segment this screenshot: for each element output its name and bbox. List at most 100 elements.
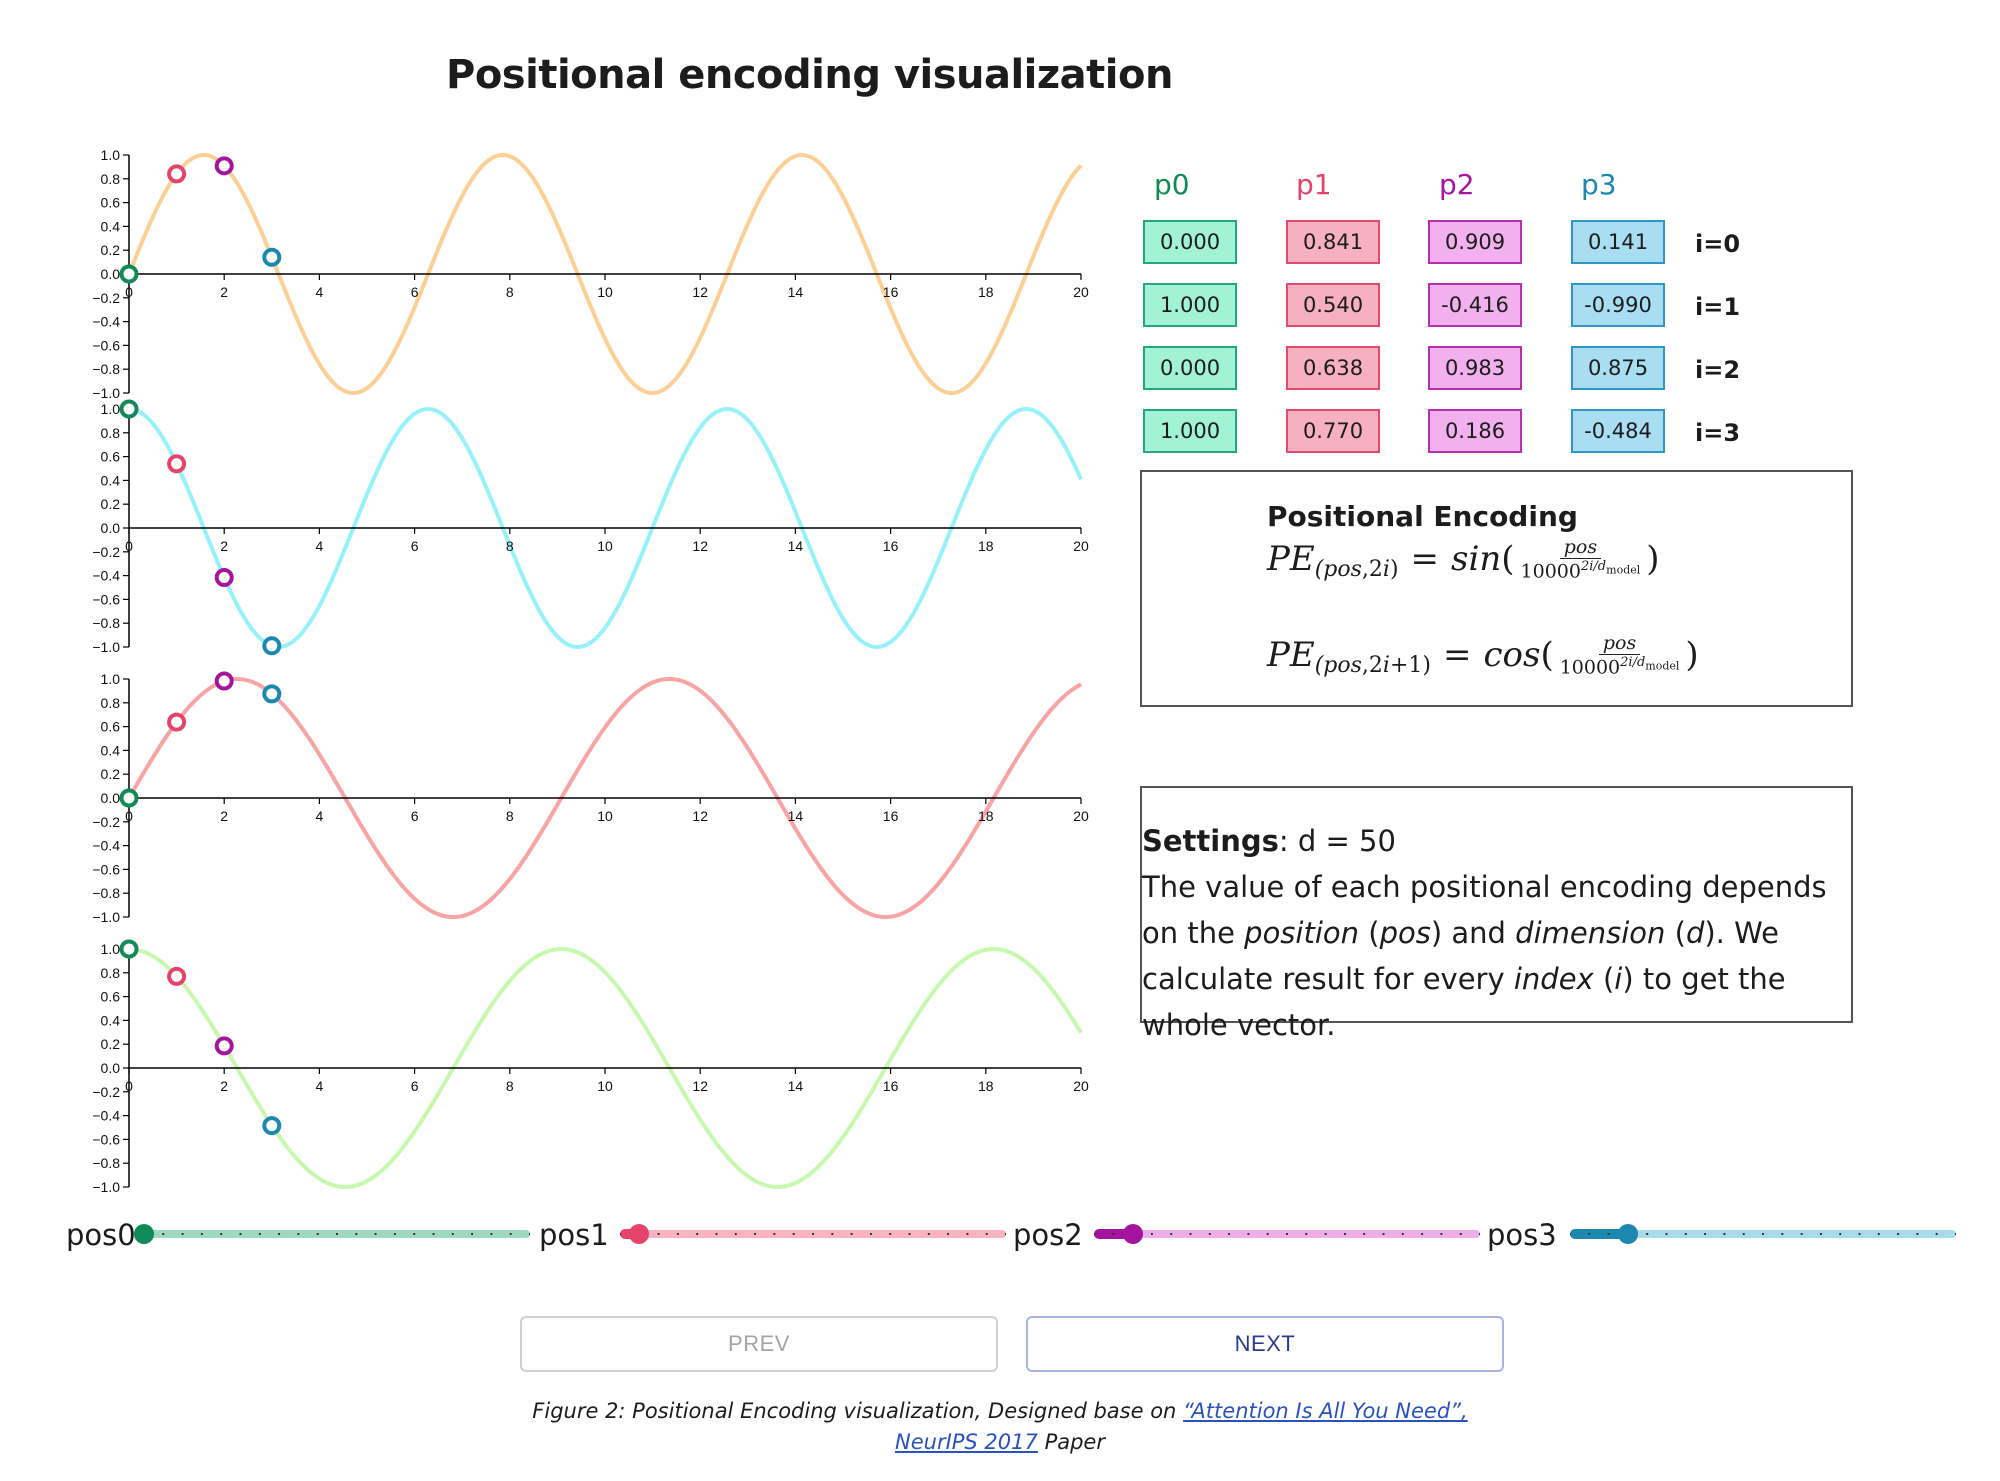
slider-step-mark [1286, 1233, 1288, 1235]
slider-step-mark [1955, 1233, 1956, 1235]
y-tick-label: 0.8 [101, 171, 121, 187]
slider-step-mark [734, 1233, 737, 1235]
table-cell: 0.186 [1428, 409, 1522, 453]
slider-thumb[interactable] [1122, 1224, 1143, 1244]
table-cell: -0.990 [1571, 283, 1665, 327]
y-tick-label: 1.0 [101, 671, 121, 687]
slider-step-mark [1150, 1233, 1153, 1235]
x-tick-label: 20 [1073, 538, 1089, 554]
prev-button[interactable]: PREV [520, 1316, 998, 1372]
slider-step-mark [1742, 1233, 1745, 1235]
y-tick-label: 0.2 [101, 766, 121, 782]
next-button[interactable]: NEXT [1026, 1316, 1504, 1372]
slider-thumb[interactable] [629, 1224, 650, 1244]
x-tick-label: 4 [316, 538, 324, 554]
table-cell: 0.540 [1286, 283, 1380, 327]
pos1-slider[interactable] [620, 1224, 1006, 1244]
y-tick-label: −0.2 [92, 1084, 120, 1100]
slider-label-pos0: pos0 [66, 1218, 136, 1252]
formula-subscript: model [1645, 659, 1680, 673]
table-cell: 0.770 [1286, 409, 1380, 453]
slider-step-mark [1382, 1233, 1385, 1235]
position-marker [214, 671, 234, 691]
slider-thumb[interactable] [1617, 1224, 1638, 1244]
formula-numerator: pos [1559, 536, 1602, 559]
settings-text: Settings: d = 50 The value of each posit… [1142, 824, 1827, 1042]
settings-d-value: d = 50 [1297, 824, 1396, 858]
slider-step-mark [1421, 1233, 1424, 1235]
slider-step-mark [1305, 1233, 1308, 1235]
x-tick-label: 10 [597, 808, 613, 824]
y-tick-label: −0.2 [92, 290, 120, 306]
slider-step-mark [1459, 1233, 1462, 1235]
y-tick-label: −0.6 [92, 1131, 120, 1147]
x-tick-label: 12 [692, 808, 708, 824]
x-tick-label: 10 [597, 538, 613, 554]
page-title: Positional encoding visualization [446, 52, 1173, 98]
y-tick-label: 0.0 [101, 790, 121, 806]
slider-step-mark [985, 1233, 988, 1235]
slider-step-mark [1877, 1233, 1880, 1235]
slider-step-mark [869, 1233, 872, 1235]
y-tick-label: −0.6 [92, 337, 120, 353]
y-tick-label: 0.0 [101, 266, 121, 282]
table-cell: 1.000 [1143, 283, 1237, 327]
slider-step-mark [754, 1233, 757, 1235]
slider-thumb[interactable] [134, 1224, 154, 1244]
y-tick-label: 0.4 [101, 472, 121, 488]
slider-step-mark [1897, 1233, 1900, 1235]
y-tick-label: −1.0 [92, 909, 120, 925]
slider-step-mark [1005, 1233, 1006, 1235]
slider-step-mark [1800, 1233, 1803, 1235]
slider-step-mark [1401, 1233, 1404, 1235]
row-label-i2: i=2 [1695, 356, 1741, 384]
slider-step-mark [1781, 1233, 1784, 1235]
position-marker [214, 568, 234, 588]
formula-sin: PE (pos,2i) = sin( pos 100002i/dmodel) [1267, 536, 1660, 583]
x-tick-label: 10 [597, 284, 613, 300]
y-tick-label: −1.0 [92, 639, 120, 655]
table-cell: 0.141 [1571, 220, 1665, 264]
table-cell: 0.841 [1286, 220, 1380, 264]
pos0-slider[interactable] [134, 1224, 530, 1244]
table-cell: -0.416 [1428, 283, 1522, 327]
x-tick-label: 6 [411, 808, 419, 824]
y-tick-label: −0.4 [92, 1108, 120, 1124]
formula-subscript: model [1606, 563, 1641, 577]
positional-encoding-charts: 1.0 0.8 0.6 0.4 0.2 0.0 −0.2 −0.4 −0.6 −0.8 −1.0 0 2… [92, 147, 1089, 1195]
slider-step-mark [1324, 1233, 1327, 1235]
position-marker [214, 156, 234, 176]
table-cell: 0.875 [1571, 346, 1665, 390]
slider-step-mark [676, 1233, 679, 1235]
row-label-i0: i=0 [1695, 230, 1741, 258]
slider-step-mark [1916, 1233, 1919, 1235]
settings-box: Settings: d = 50 The value of each posit… [1140, 786, 1853, 1042]
x-tick-label: 14 [788, 808, 804, 824]
x-tick-label: 14 [788, 538, 804, 554]
position-marker [167, 966, 187, 986]
position-marker [119, 399, 139, 419]
pos2-slider[interactable] [1094, 1224, 1480, 1244]
x-tick-label: 18 [978, 284, 994, 300]
y-tick-label: 0.2 [101, 242, 121, 258]
slider-step-mark [1228, 1233, 1231, 1235]
y-tick-label: 0.8 [101, 965, 121, 981]
formula-exponent: 2i/d [1620, 655, 1646, 670]
x-tick-label: 18 [978, 1078, 994, 1094]
slider-step-mark [812, 1233, 814, 1235]
series-line [127, 676, 1082, 920]
formula-exponent: 2i/d [1581, 559, 1607, 574]
x-tick-label: 14 [788, 284, 804, 300]
y-tick-label: −0.2 [92, 814, 120, 830]
x-tick-label: 0 [125, 808, 133, 824]
formula-denominator-base: 10000 [1559, 656, 1621, 679]
slider-step-mark [1479, 1233, 1480, 1235]
slider-step-mark [181, 1233, 184, 1235]
pos3-slider[interactable] [1570, 1224, 1956, 1244]
slider-step-mark [451, 1233, 454, 1235]
slider-step-mark [1208, 1233, 1211, 1235]
paper-link[interactable]: “Attention Is All You Need”, NeurIPS 201… [895, 1399, 1468, 1454]
slider-step-mark [490, 1233, 493, 1235]
y-tick-label: 0.8 [101, 425, 121, 441]
y-tick-label: 0.6 [101, 989, 121, 1005]
